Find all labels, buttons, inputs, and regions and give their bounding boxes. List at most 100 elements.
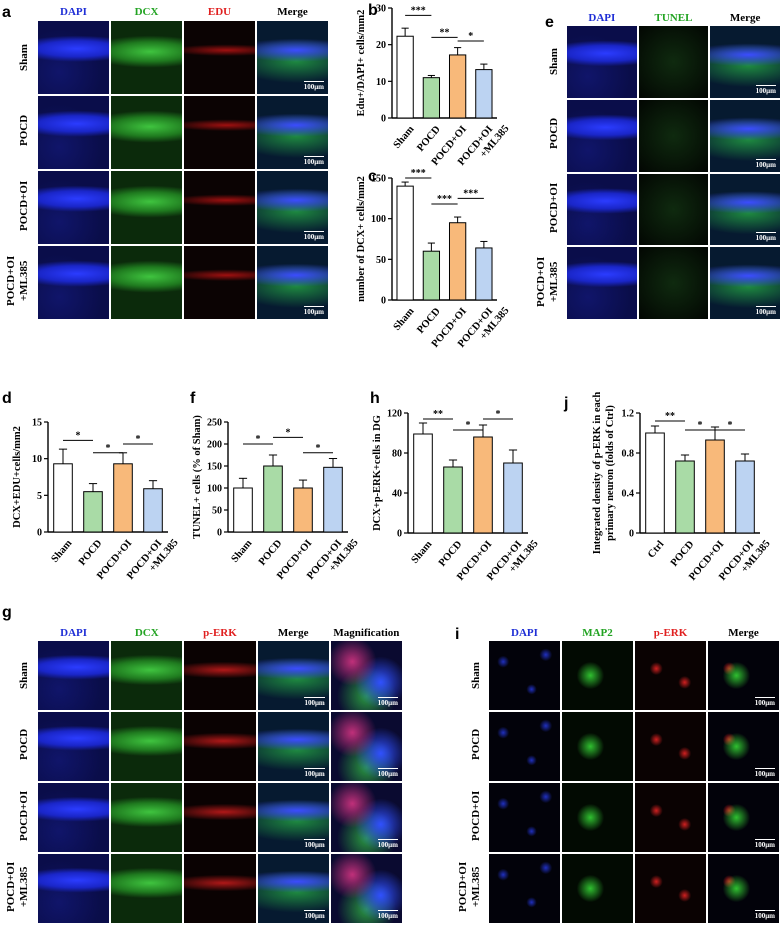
panel-e-image-r2-c2	[637, 98, 710, 173]
panel-i-header-map2: MAP2	[582, 627, 613, 639]
chart-h-xtick-label-4: POCD+OI+ML385	[485, 531, 541, 591]
chart-d-bar-1	[53, 463, 73, 533]
chart-d-ytick-label: 15	[32, 418, 42, 429]
chart-c-sig-star-2: ***	[437, 194, 452, 205]
chart-c-xtick-label-4: POCD+OI+ML385	[456, 298, 512, 358]
chart-b-ylabel: Edu+/DAPI+ cells/mm2	[356, 10, 367, 117]
panel-e-header-dapi: DAPI	[588, 12, 616, 24]
chart-h-ytick-label: 0	[397, 529, 402, 540]
panel-i-image-r4-c3	[634, 853, 707, 924]
chart-b-bar-4	[475, 69, 493, 119]
panel-label-i: i	[455, 626, 460, 643]
panel-label-a: a	[2, 4, 11, 21]
panel-i-image-r3-c1	[488, 782, 561, 853]
panel-g-image-r2-c4: 100μm	[256, 711, 330, 782]
panel-g-image-r1-c5: 100μm	[329, 640, 403, 711]
panel-g-image-r4-c5: 100μm	[329, 853, 403, 924]
chart-f-ytick-label: 50	[212, 506, 222, 517]
chart-c-ytick-label: 100	[371, 214, 386, 225]
panel-e-image-r3-c1	[566, 172, 638, 247]
panel-e-image-r3-c3: 100μm	[709, 172, 781, 247]
scale-bar: 100μm	[303, 231, 325, 241]
panel-a-image-r2-c3	[183, 95, 256, 170]
chart-f-ylabel: TUNEL+ cells (% of Sham)	[192, 415, 203, 539]
panel-label-f: f	[190, 390, 196, 407]
panel-label-c: c	[368, 168, 377, 185]
panel-a-image-r1-c4: 100μm	[256, 20, 329, 95]
panel-e-image-r4-c3: 100μm	[709, 246, 781, 320]
panel-g-image-r3-c3	[183, 782, 257, 853]
panel-label-h: h	[370, 390, 380, 407]
chart-d-xtick-label-2: POCD	[77, 538, 105, 568]
chart-c-ytick-label: 0	[381, 296, 386, 307]
scale-bar: 100μm	[377, 839, 399, 849]
scale-bar: 100μm	[755, 306, 777, 316]
panel-g-image-r1-c2	[110, 640, 184, 711]
chart-h-ytick-label: 120	[387, 409, 402, 420]
chart-f-sig-star-2: *	[286, 427, 291, 438]
chart-c-bar-4	[475, 247, 493, 301]
chart-b-ytick-label: 0	[381, 114, 386, 125]
panel-e-image-r2-c1	[566, 98, 638, 173]
panel-g-image-r1-c4: 100μm	[256, 640, 330, 711]
panel-g-header-magnification: Magnification	[333, 627, 400, 639]
chart-b-xtick-label-1: Sham	[392, 124, 417, 151]
panel-g-header-p-erk: p-ERK	[203, 627, 237, 639]
chart-c-ylabel: number of DCX+ cells/mm2	[356, 176, 367, 302]
panel-a-image-r1-c3	[183, 20, 256, 95]
panel-i-image-r2-c1	[488, 711, 561, 782]
chart-b-sig-star-1: ***	[411, 5, 426, 16]
scale-bar: 100μm	[304, 839, 326, 849]
panel-g-header-dcx: DCX	[134, 627, 159, 639]
panel-i-image-r4-c1	[488, 853, 561, 924]
panel-e-image-r1-c3: 100μm	[709, 25, 781, 99]
chart-h-bar-2	[443, 466, 463, 534]
panel-g-image-r2-c1	[37, 711, 111, 782]
panel-a-image-r1-c1	[37, 20, 110, 95]
scale-bar: 100μm	[303, 81, 325, 91]
chart-h-sig-star-2: *	[466, 420, 471, 431]
panel-g-image-r2-c5: 100μm	[329, 711, 403, 782]
panel-i-image-r4-c2	[561, 853, 634, 924]
chart-h-sig-star-3: *	[496, 409, 501, 420]
panel-i-image-r3-c3	[634, 782, 707, 853]
chart-f-bar-1	[233, 487, 253, 533]
chart-f-ytick-label: 150	[207, 462, 222, 473]
panel-g-image-r4-c2	[110, 853, 184, 924]
chart-c-bar-1	[396, 185, 414, 301]
panel-label-b: b	[368, 2, 378, 19]
chart-j-ylabel: Integrated density of p-ERK in each prima…	[592, 392, 616, 555]
panel-a-image-r2-c4: 100μm	[256, 95, 329, 170]
scale-bar: 100μm	[755, 158, 777, 169]
panel-label-j: j	[564, 395, 569, 412]
chart-f-bar-4	[323, 466, 343, 533]
chart-b-ytick-label: 10	[376, 77, 386, 88]
chart-j-sig-star-2: *	[698, 420, 703, 431]
chart-b-bar-1	[396, 35, 414, 119]
chart-d-ylabel: DCX+EDU+cells/mm2	[12, 426, 23, 528]
panel-a-image-r4-c1	[37, 245, 110, 320]
chart-f-ytick-label: 0	[217, 528, 222, 539]
scale-bar: 100μm	[304, 910, 326, 920]
scale-bar: 100μm	[754, 768, 776, 778]
chart-b-sig-star-3: *	[468, 31, 473, 42]
chart-b-ytick-label: 20	[376, 40, 386, 51]
panel-i-image-r2-c3	[634, 711, 707, 782]
chart-h-bar-4	[503, 462, 523, 534]
chart-c-bar-3	[448, 222, 467, 301]
panel-g-image-r4-c1	[37, 853, 111, 924]
panel-g-image-r1-c1	[37, 640, 111, 711]
chart-j-xtick-label-2: POCD	[669, 539, 697, 569]
panel-a-image-r4-c2	[110, 245, 183, 320]
panel-a-image-r3-c3	[183, 170, 256, 245]
chart-h-xtick-label-1: Sham	[409, 539, 434, 566]
panel-g-header-dapi: DAPI	[60, 627, 88, 639]
chart-b-bar-2	[422, 77, 441, 119]
panel-i-header-p-erk: p-ERK	[653, 627, 688, 639]
scale-bar: 100μm	[754, 910, 776, 920]
panel-a-image-r1-c2	[110, 20, 183, 95]
panel-a-image-r3-c2	[110, 170, 183, 245]
chart-j-ytick-label: 0.8	[622, 449, 635, 460]
scale-bar: 100μm	[303, 306, 325, 316]
chart-f-ytick-label: 250	[207, 418, 222, 429]
